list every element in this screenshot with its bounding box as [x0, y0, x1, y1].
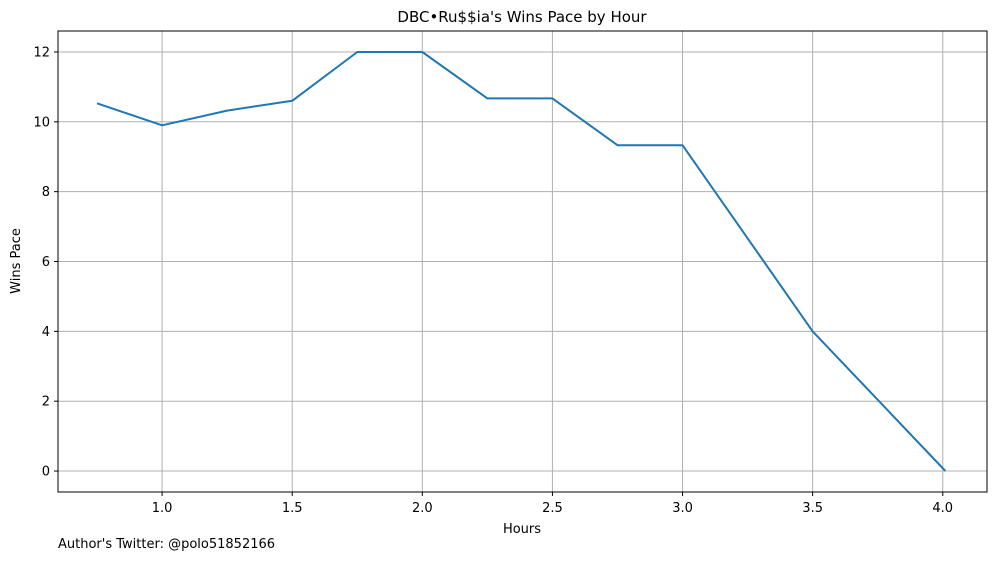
author-credit: Author's Twitter: @polo51852166 — [58, 537, 276, 552]
y-tick-label: 10 — [33, 115, 50, 130]
y-tick-label: 12 — [33, 45, 50, 60]
y-tick-label: 4 — [42, 325, 50, 340]
chart-title: DBC•Ru$$ia's Wins Pace by Hour — [397, 8, 647, 26]
x-tick-label: 3.0 — [672, 501, 693, 516]
y-tick-label: 8 — [42, 185, 50, 200]
x-tick-label: 4.0 — [932, 501, 953, 516]
x-tick-label: 2.0 — [412, 501, 433, 516]
x-tick-label: 1.0 — [152, 501, 173, 516]
x-tick-label: 2.5 — [542, 501, 563, 516]
series-line — [96, 51, 947, 472]
y-tick-label: 2 — [42, 395, 50, 410]
grid-lines — [58, 31, 987, 492]
y-axis-label: Wins Pace — [9, 228, 24, 294]
y-tick-label: 6 — [42, 255, 50, 270]
axis-ticks: 1.0 1.5 2.0 2.5 3.0 3.5 4.0 0 2 4 6 8 10 12 — [33, 45, 953, 516]
x-axis-label: Hours — [503, 522, 541, 537]
x-tick-label: 1.5 — [282, 501, 303, 516]
y-tick-label: 0 — [42, 465, 50, 480]
series-layer — [96, 51, 947, 472]
x-tick-label: 3.5 — [802, 501, 823, 516]
